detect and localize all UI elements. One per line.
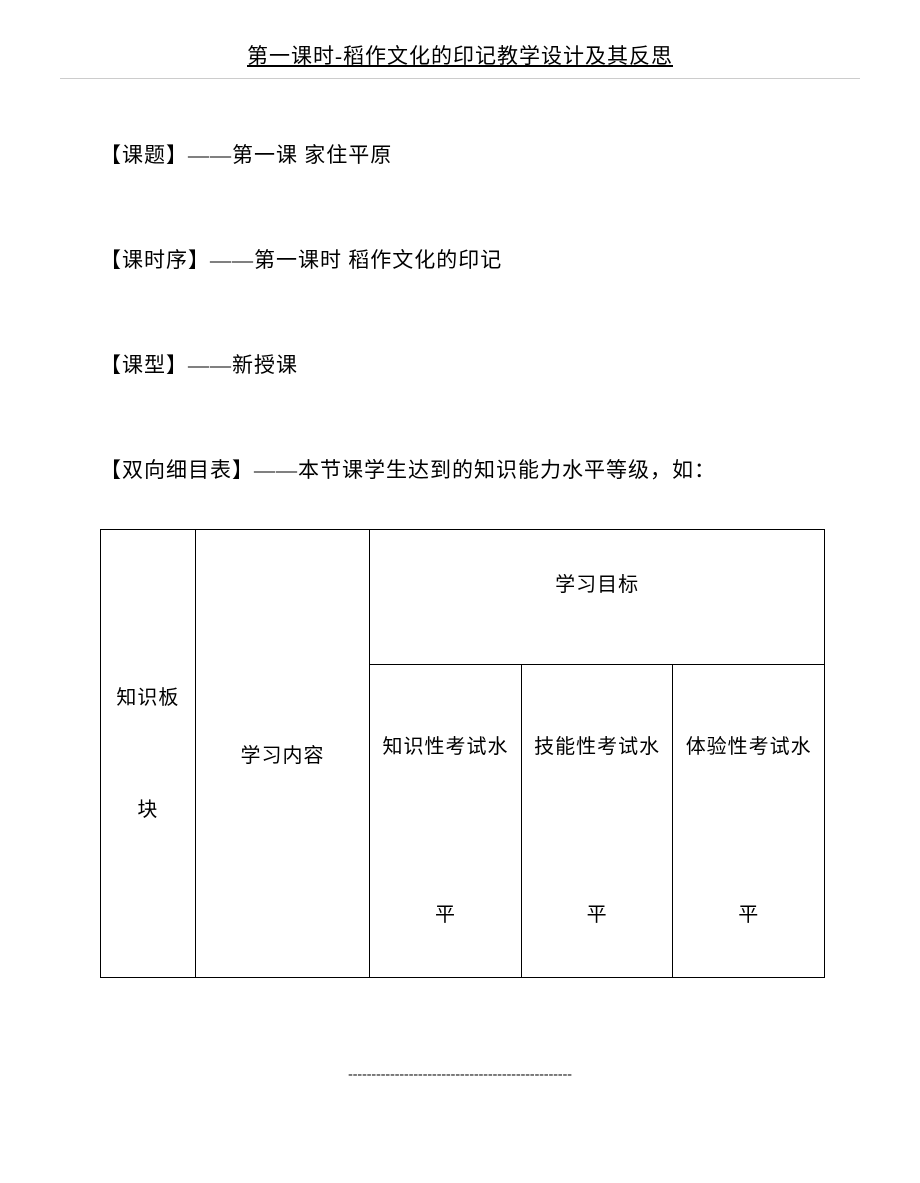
sub2-text: 技能性考试水平 (534, 736, 660, 926)
objectives-table: 知识板块 学习内容 学习目标 知识性考试水平 技能性考试水平 体验性考试水平 (100, 529, 825, 978)
merged-header-text: 学习目标 (555, 568, 639, 627)
sub3-text: 体验性考试水平 (686, 736, 812, 926)
sub-header-2: 技能性考试水平 (521, 665, 673, 978)
col1-text: 知识板块 (116, 687, 179, 821)
sub-header-3: 体验性考试水平 (673, 665, 825, 978)
table-intro-field: 【双向细目表】——本节课学生达到的知识能力水平等级，如： (100, 454, 820, 484)
content-area: 【课题】——第一课 家住平原 【课时序】——第一课时 稻作文化的印记 【课型】—… (0, 139, 920, 978)
col1-header: 知识板块 (101, 530, 196, 978)
type-field: 【课型】——新授课 (100, 349, 820, 379)
col2-header: 学习内容 (195, 530, 369, 978)
table-row: 知识板块 学习内容 学习目标 (101, 530, 825, 665)
merged-header: 学习目标 (370, 530, 825, 665)
sub1-text: 知识性考试水平 (383, 736, 509, 926)
page-title: 第一课时-稻作文化的印记教学设计及其反思 (247, 44, 673, 68)
period-text: 【课时序】——第一课时 稻作文化的印记 (100, 248, 502, 272)
topic-field: 【课题】——第一课 家住平原 (100, 139, 820, 169)
sub-header-1: 知识性考试水平 (370, 665, 522, 978)
page-header: 第一课时-稻作文化的印记教学设计及其反思 (60, 0, 860, 79)
footer-separator: ----------------------------------------… (348, 1067, 572, 1083)
type-text: 【课型】——新授课 (100, 353, 298, 377)
objectives-table-container: 知识板块 学习内容 学习目标 知识性考试水平 技能性考试水平 体验性考试水平 (100, 529, 820, 978)
col2-text: 学习内容 (241, 745, 325, 767)
period-field: 【课时序】——第一课时 稻作文化的印记 (100, 244, 820, 274)
